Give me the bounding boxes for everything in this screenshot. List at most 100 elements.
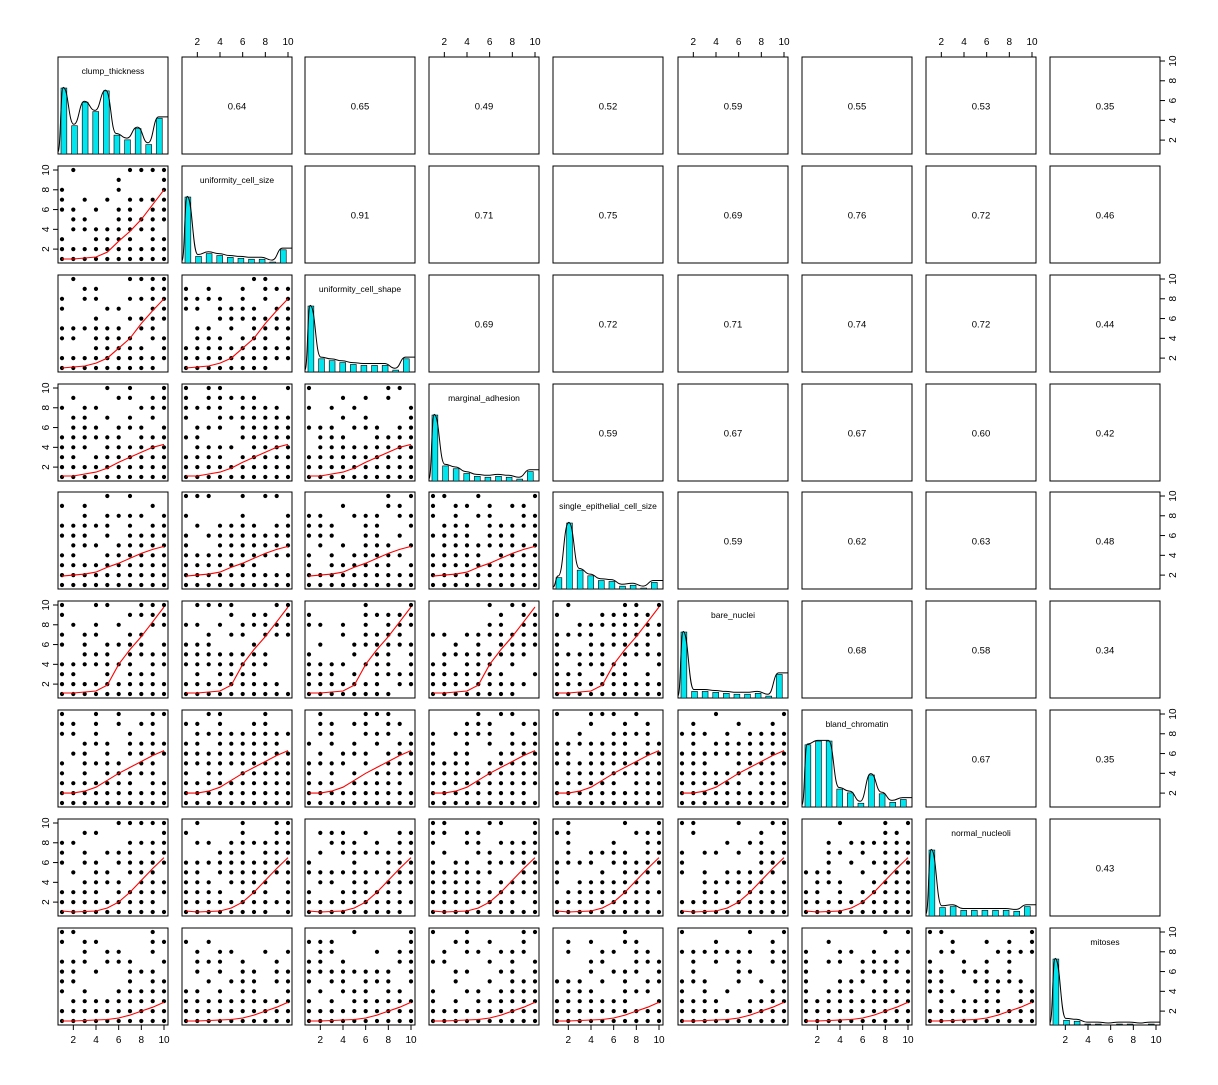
scatter-point-5-3-6-10 [487,602,492,608]
scatter-point-7-3-6-6 [487,860,492,865]
scatter-point-5-0-4-5 [93,652,99,657]
scatter-point-3-0-2-9 [71,395,76,400]
scatter-point-7-2-6-1 [363,909,368,915]
y-tick-label-left-5-4: 4 [41,661,52,667]
scatter-point-7-6-7-8 [871,840,877,845]
scatter-point-2-0-1-7 [59,306,65,311]
scatter-point-3-0-3-6 [82,425,87,430]
scatter-point-4-3-9-9 [521,503,526,508]
scatter-point-7-3-3-2 [453,900,458,905]
scatter-point-6-5-6-6 [736,751,741,756]
scatter-point-7-6-3-4 [826,880,831,885]
scatter-point-7-6-10-3 [905,890,911,895]
scatter-point-6-4-4-1 [588,800,594,806]
scatter-point-2-0-2-2 [71,356,76,361]
scatter-point-8-4-10-1 [656,1018,662,1024]
histogram-bar-1-6 [248,258,255,264]
scatter-point-6-3-8-10 [510,711,515,717]
scatter-point-2-1-9-3 [274,346,279,351]
scatter-point-6-3-5-2 [476,791,481,796]
scatter-point-6-3-6-9 [487,721,492,727]
scatter-point-6-4-6-10 [611,711,616,717]
scatter-point-7-1-6-1 [240,909,245,915]
scatter-point-8-4-8-1 [634,1018,639,1024]
lowess-line-6-4 [557,750,660,794]
scatter-point-8-7-3-4 [950,989,955,994]
scatter-point-2-1-4-7 [217,306,223,311]
scatter-point-8-3-4-8 [464,949,470,954]
scatter-point-5-0-5-3 [105,672,110,677]
scatter-point-6-0-4-5 [93,761,99,766]
scatter-point-5-2-9-3 [397,672,402,677]
scatter-point-8-2-6-4 [363,989,368,994]
scatter-point-6-0-9-10 [150,711,155,717]
scatter-point-8-6-5-3 [849,999,854,1004]
x-tick-label-top-1-8: 8 [263,37,269,48]
scatter-point-7-2-2-4 [318,880,323,885]
scatter-point-7-2-1-3 [306,890,312,895]
scatter-point-6-2-8-4 [386,771,391,776]
scatter-point-8-1-4-7 [217,959,223,964]
scatter-point-5-4-4-1 [588,691,594,697]
scatter-point-8-4-3-4 [577,989,582,994]
scatter-point-7-3-1-4 [430,880,436,885]
scatter-point-5-1-2-6 [195,642,200,647]
scatter-point-8-6-9-8 [894,949,899,954]
scatter-point-7-5-7-8 [747,840,753,845]
scatter-point-5-0-3-7 [82,632,87,637]
scatter-point-8-6-5-4 [849,989,854,994]
scatter-point-3-0-3-8 [82,405,87,410]
scatter-point-5-2-10-10 [408,602,414,608]
scatter-point-8-2-10-10 [408,929,414,935]
histogram-bar-7-4 [971,910,978,917]
scatter-point-8-0-7-6 [127,969,133,974]
scatter-point-4-3-6-9 [487,503,492,508]
scatter-point-5-0-9-3 [150,672,155,677]
scatter-point-7-6-10-6 [905,860,911,865]
scatter-point-5-4-10-1 [656,691,662,697]
scatter-point-7-4-6-8 [611,840,616,845]
scatter-point-6-5-7-7 [747,741,753,746]
scatter-point-5-4-6-1 [611,691,616,697]
scatter-point-8-6-8-10 [883,929,888,935]
scatter-point-7-3-5-8 [476,840,481,845]
scatter-point-4-2-10-1 [408,582,414,588]
scatter-point-5-3-10-3 [532,672,538,677]
scatter-point-7-3-5-5 [476,870,481,875]
scatter-point-6-1-8-10 [263,711,268,717]
scatter-point-5-4-7-3 [622,672,628,677]
scatter-point-7-2-9-2 [397,900,402,905]
y-tick-label-left-1-2: 2 [41,246,52,252]
scatter-point-8-5-4-3 [713,999,719,1004]
scatter-point-6-5-1-5 [679,761,685,766]
scatter-point-7-4-3-4 [577,880,582,885]
scatter-point-7-2-1-6 [306,860,312,865]
scatter-point-6-4-9-9 [645,721,650,727]
scatter-point-3-1-6-9 [240,395,245,400]
scatter-point-5-1-4-10 [217,602,223,608]
scatter-point-3-0-3-7 [82,415,87,420]
scatter-point-6-5-5-2 [725,791,730,796]
scatter-point-8-3-6-3 [487,999,492,1004]
panel-frame-3-7 [925,383,1037,482]
panel-frame-7-3 [428,818,540,917]
scatter-point-7-2-4-3 [340,890,346,895]
scatter-point-8-7-8-8 [1007,949,1012,954]
scatter-point-7-0-9-2 [150,900,155,905]
scatter-point-8-7-4-3 [961,999,967,1004]
scatter-point-4-0-9-9 [150,503,155,508]
scatter-point-8-5-7-2 [747,1009,753,1014]
scatter-point-7-2-9-4 [397,880,402,885]
scatter-point-7-5-9-3 [770,890,775,895]
scatter-point-6-2-10-2 [408,791,414,796]
scatter-point-6-2-5-6 [352,751,357,756]
scatter-point-7-2-1-1 [306,909,312,915]
scatter-point-6-4-2-3 [566,781,571,786]
scatter-point-5-1-5-10 [229,602,234,608]
scatter-point-7-4-2-2 [566,900,571,905]
scatter-point-6-1-7-7 [251,741,257,746]
scatter-point-5-2-9-2 [397,682,402,687]
scatter-point-8-3-9-8 [521,949,526,954]
scatter-point-6-5-4-3 [713,781,719,786]
scatter-point-2-1-4-8 [217,296,223,301]
